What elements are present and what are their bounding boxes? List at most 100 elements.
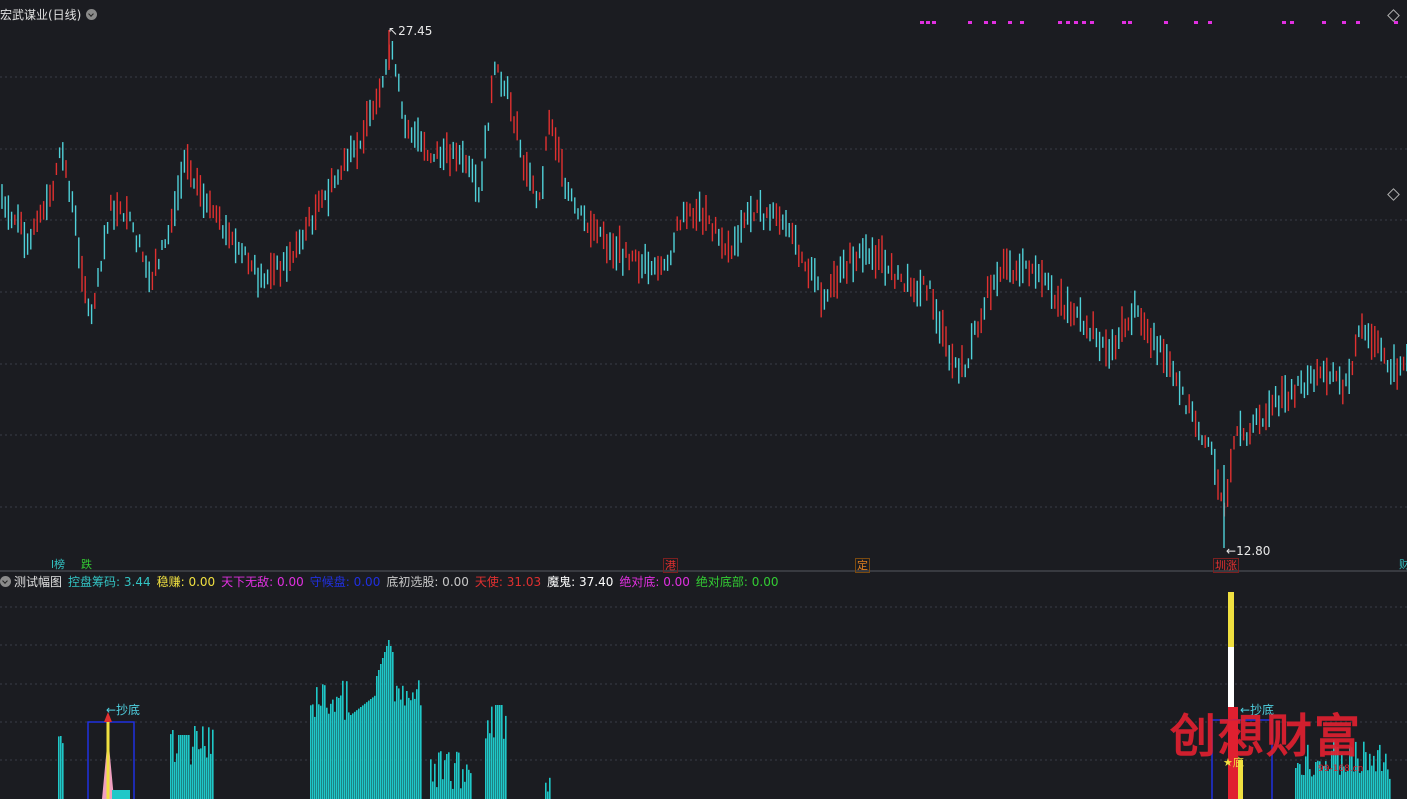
indicator-bar bbox=[190, 764, 192, 799]
indicator-bar bbox=[448, 752, 450, 799]
indicator-bar bbox=[346, 681, 348, 799]
indicator-bar bbox=[356, 710, 358, 799]
indicator-values: 控盘筹码: 3.44 稳赚: 0.00 天下无敌: 0.00 守候盘: 0.00 底初选… bbox=[68, 573, 784, 590]
indicator-bar bbox=[194, 726, 196, 799]
indicator-bar bbox=[416, 689, 418, 799]
event-tag[interactable]: l榜 bbox=[51, 558, 66, 571]
event-tag[interactable]: 圳涨 bbox=[1213, 558, 1239, 573]
indicator-bar bbox=[503, 738, 505, 799]
indicator-bar bbox=[336, 696, 338, 799]
signal-arrow bbox=[104, 712, 112, 722]
event-tag[interactable]: 财 bbox=[1399, 558, 1407, 571]
indicator-bar bbox=[1389, 778, 1391, 799]
indicator-bar bbox=[1327, 770, 1329, 799]
indicator-bar bbox=[549, 777, 551, 799]
indicator-bar bbox=[174, 761, 176, 799]
indicator-bar bbox=[314, 716, 316, 799]
indicator-bar bbox=[1339, 774, 1341, 799]
indicator-bar bbox=[376, 676, 378, 799]
indicator-bar bbox=[1313, 774, 1315, 799]
indicator-bar bbox=[464, 781, 466, 799]
chart-menu-icon[interactable] bbox=[86, 8, 98, 20]
indicator-bar bbox=[320, 705, 322, 799]
signal-box bbox=[1211, 719, 1273, 799]
indicator-bar bbox=[330, 703, 332, 799]
indicator-bar bbox=[1373, 755, 1375, 799]
signal-markers bbox=[920, 21, 1398, 24]
indicator-bar bbox=[1361, 771, 1363, 799]
indicator-bar bbox=[444, 760, 446, 799]
signal-column bbox=[1238, 760, 1243, 799]
signal-marker bbox=[1208, 21, 1212, 24]
indicator-bar bbox=[1311, 776, 1313, 799]
indicator-name: 测试幅图 bbox=[14, 574, 63, 589]
indicator-bar bbox=[547, 791, 549, 799]
indicator-value-0: 控盘筹码: 3.44 bbox=[68, 574, 151, 589]
signal-marker bbox=[1082, 21, 1086, 24]
indicator-bar bbox=[491, 706, 493, 799]
indicator-bar bbox=[362, 705, 364, 799]
indicator-bar bbox=[1363, 741, 1365, 799]
signal-marker bbox=[1342, 21, 1346, 24]
indicator-bar bbox=[450, 781, 452, 799]
watermark-url: 99-168.cn bbox=[1318, 764, 1364, 774]
indicator-bar bbox=[489, 733, 491, 799]
indicator-bar bbox=[1317, 760, 1319, 799]
indicator-bar bbox=[390, 646, 392, 799]
indicator-value-6: 魔鬼: 37.40 bbox=[547, 574, 614, 589]
indicator-value-5: 天使: 31.03 bbox=[474, 574, 542, 589]
indicator-bar bbox=[386, 646, 388, 799]
signal-marker bbox=[1058, 21, 1062, 24]
buy-signal-label: ←抄底 bbox=[1240, 703, 1275, 717]
indicator-bar bbox=[487, 720, 489, 799]
indicator-bar bbox=[400, 699, 402, 799]
indicator-bar bbox=[380, 664, 382, 799]
indicator-bar bbox=[170, 734, 172, 799]
indicator-bar bbox=[184, 735, 186, 799]
indicator-bar bbox=[344, 719, 346, 799]
signal-marker bbox=[926, 21, 930, 24]
indicator-bar bbox=[180, 735, 182, 799]
indicator-bar bbox=[212, 729, 214, 799]
indicator-bar bbox=[1355, 741, 1357, 799]
high-price-label: ↖27.45 bbox=[388, 24, 433, 38]
indicator-bar bbox=[1371, 765, 1373, 799]
indicator-bar bbox=[1335, 746, 1337, 799]
indicator-bar bbox=[1333, 740, 1335, 799]
indicator-bar bbox=[1357, 758, 1359, 799]
signal-marker bbox=[1122, 21, 1126, 24]
indicator-value-8: 绝对底部: 0.00 bbox=[695, 574, 779, 589]
indicator-bar bbox=[196, 731, 198, 799]
indicator-bar bbox=[432, 781, 434, 799]
indicator-bar bbox=[493, 737, 495, 799]
event-tag[interactable]: 港 bbox=[663, 558, 678, 573]
indicator-bar bbox=[202, 726, 204, 799]
indicator-bar bbox=[318, 704, 320, 799]
indicator-bar bbox=[198, 749, 200, 799]
indicator-bar bbox=[466, 764, 468, 799]
indicator-bar bbox=[324, 685, 326, 799]
indicator-bar bbox=[208, 727, 210, 799]
indicator-bar bbox=[545, 782, 547, 799]
event-tag[interactable]: 定 bbox=[855, 558, 870, 573]
indicator-bar bbox=[328, 713, 330, 799]
indicator-bar bbox=[414, 698, 416, 799]
signal-marker bbox=[1020, 21, 1024, 24]
indicator-bar bbox=[352, 713, 354, 799]
signal-marker bbox=[1290, 21, 1294, 24]
indicator-bar bbox=[1315, 762, 1317, 799]
indicator-bar bbox=[505, 715, 507, 799]
indicator-bar bbox=[62, 743, 64, 799]
indicator-bar bbox=[360, 707, 362, 799]
indicator-bar bbox=[1353, 771, 1355, 799]
signal-column bbox=[1228, 592, 1234, 647]
event-tag[interactable]: 跌 bbox=[81, 558, 92, 571]
indicator-bar bbox=[398, 688, 400, 799]
indicator-menu-icon[interactable] bbox=[0, 575, 11, 587]
indicator-bar bbox=[404, 705, 406, 799]
indicator-bar bbox=[1377, 750, 1379, 799]
signal-marker bbox=[1194, 21, 1198, 24]
indicator-bar bbox=[358, 708, 360, 799]
indicator-bar bbox=[440, 751, 442, 799]
